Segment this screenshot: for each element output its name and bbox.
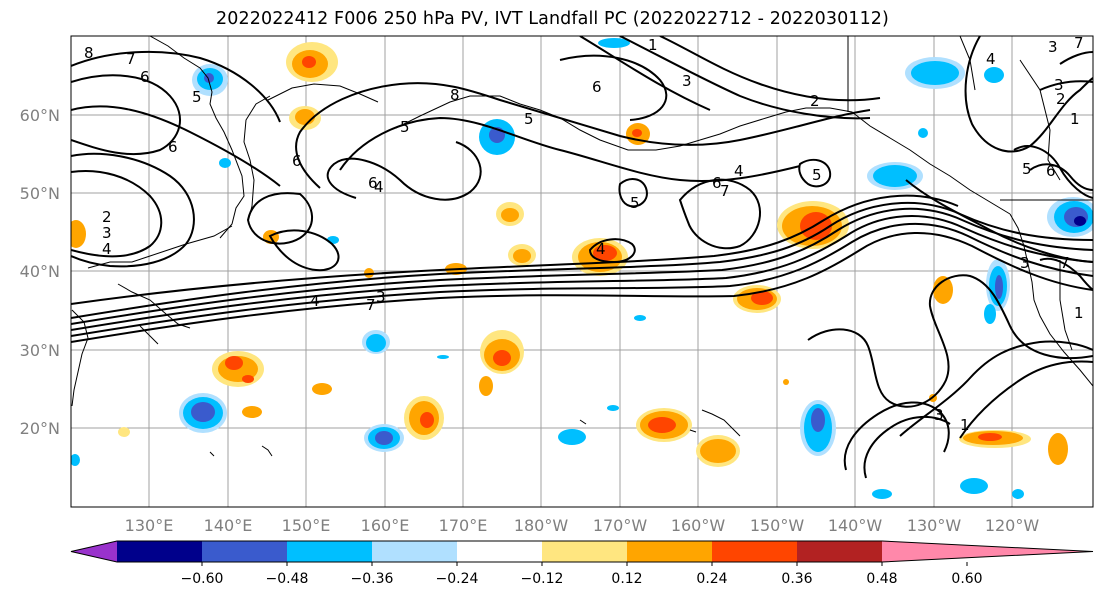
contour-label: 1 bbox=[1070, 110, 1080, 128]
figure-title: 2022022412 F006 250 hPa PV, IVT Landfall… bbox=[216, 9, 889, 29]
contour-label: 7 bbox=[1074, 34, 1084, 52]
contour-label: 7 bbox=[126, 50, 136, 68]
contour-label: 4 bbox=[734, 162, 744, 180]
lon-label: 140°W bbox=[828, 516, 883, 535]
contour-label: 1 bbox=[648, 36, 658, 54]
lat-label: 20°N bbox=[20, 419, 60, 438]
lon-label: 130°W bbox=[907, 516, 962, 535]
contour-label: 4 bbox=[596, 240, 606, 258]
contour-label: 1 bbox=[960, 416, 970, 434]
contour-label: 6 bbox=[168, 138, 178, 156]
colorbar-segment bbox=[457, 541, 543, 562]
contour-label: 5 bbox=[812, 166, 822, 184]
lon-label: 150°W bbox=[750, 516, 805, 535]
contour-label: 4 bbox=[310, 292, 320, 310]
contour-label: 5 bbox=[1022, 160, 1032, 178]
colorbar-segment bbox=[542, 541, 628, 562]
colorbar-tick-label: 0.24 bbox=[696, 571, 727, 587]
colorbar-tick-label: −0.48 bbox=[266, 571, 309, 587]
lat-label: 30°N bbox=[20, 341, 60, 360]
contour-label: 5 bbox=[630, 194, 640, 212]
contour-labels: 8 7 6 6 5 6 2 3 4 3 4 7 8 5 6 4 6 5 1 2 … bbox=[84, 34, 1084, 434]
contour-label: 1 bbox=[1074, 304, 1084, 322]
contour-label: 3 bbox=[934, 406, 944, 424]
lon-label: 130°E bbox=[125, 516, 174, 535]
lon-label: 160°W bbox=[671, 516, 726, 535]
colorbar-segment bbox=[712, 541, 798, 562]
lat-label: 40°N bbox=[20, 262, 60, 281]
contour-label: 8 bbox=[84, 44, 94, 62]
contour-label: 6 bbox=[368, 174, 378, 192]
colorbar-segment bbox=[797, 541, 883, 562]
map-border bbox=[70, 35, 1094, 508]
lon-label: 150°E bbox=[282, 516, 331, 535]
colorbar-segment bbox=[117, 541, 203, 562]
colorbar-segment bbox=[627, 541, 713, 562]
colorbar-tick-label: −0.12 bbox=[521, 571, 564, 587]
lon-label: 120°W bbox=[985, 516, 1040, 535]
lon-label: 140°E bbox=[204, 516, 253, 535]
ivt-contours bbox=[71, 36, 1093, 479]
lon-label: 160°E bbox=[361, 516, 410, 535]
contour-label: 2 bbox=[102, 208, 112, 226]
lon-label: 170°E bbox=[439, 516, 488, 535]
colorbar-tick-label: 0.48 bbox=[866, 571, 897, 587]
contour-label: 4 bbox=[374, 178, 384, 196]
contour-label: 5 bbox=[400, 118, 410, 136]
colorbar-tick-label: 0.60 bbox=[951, 571, 982, 587]
latitude-labels: 60°N 50°N 40°N 30°N 20°N bbox=[20, 106, 60, 438]
contour-label: 4 bbox=[102, 240, 112, 258]
lon-label: 170°W bbox=[593, 516, 648, 535]
contour-label: 3 bbox=[1054, 76, 1064, 94]
colorbar-tick-label: 0.36 bbox=[781, 571, 812, 587]
contour-label: 4 bbox=[986, 50, 996, 68]
contour-label: 5 bbox=[524, 110, 534, 128]
contour-label: 6 bbox=[292, 152, 302, 170]
contour-label: 7 bbox=[720, 182, 730, 200]
colorbar-segment bbox=[287, 541, 373, 562]
contour-label: 3 bbox=[682, 72, 692, 90]
contour-label: 6 bbox=[712, 174, 722, 192]
contour-label: 7 bbox=[366, 296, 376, 314]
colorbar-extend-high bbox=[882, 541, 1093, 562]
longitude-labels: 130°E 140°E 150°E 160°E 170°E 180°W 170°… bbox=[125, 516, 1040, 535]
contour-label: 3 bbox=[102, 224, 112, 242]
contour-label: 8 bbox=[450, 86, 460, 104]
contour-label: 3 bbox=[1020, 254, 1030, 272]
colorbar-segment bbox=[202, 541, 288, 562]
contour-label: 3 bbox=[376, 288, 386, 306]
contour-label: 2 bbox=[810, 92, 820, 110]
colorbar-outline bbox=[70, 540, 1094, 563]
contour-label: 5 bbox=[192, 88, 202, 106]
colorbar-segment bbox=[372, 541, 458, 562]
lat-label: 50°N bbox=[20, 184, 60, 203]
contour-label: 6 bbox=[140, 68, 150, 86]
contour-label: 2 bbox=[1056, 90, 1066, 108]
contour-label: 3 bbox=[1048, 38, 1058, 56]
lat-label: 60°N bbox=[20, 106, 60, 125]
contour-label: 6 bbox=[1046, 162, 1056, 180]
lon-label: 180°W bbox=[514, 516, 569, 535]
colorbar-tick-label: −0.60 bbox=[181, 571, 224, 587]
colorbar-extend-low bbox=[71, 541, 117, 562]
colorbar-tick-label: −0.36 bbox=[351, 571, 394, 587]
colorbar-tick-label: 0.12 bbox=[611, 571, 642, 587]
colorbar: −0.60 −0.48 −0.36 −0.24 −0.12 0.12 0.24 0.36 0.4… bbox=[70, 540, 1094, 587]
contour-label: 6 bbox=[592, 78, 602, 96]
colorbar-tick-label: −0.24 bbox=[436, 571, 479, 587]
contour-label: 7 bbox=[1060, 254, 1070, 272]
